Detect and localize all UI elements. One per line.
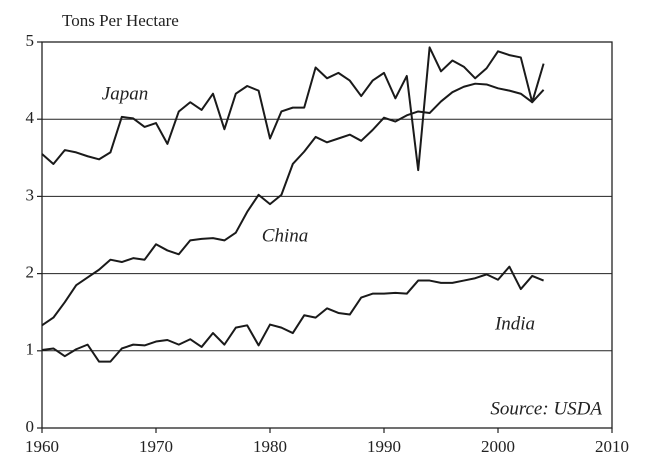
x-tick-label: 1960	[25, 437, 59, 456]
y-axis-label: Tons Per Hectare	[62, 11, 179, 30]
x-tick-label: 1990	[367, 437, 401, 456]
annotation: Source: USDA	[490, 398, 602, 419]
x-tick-label: 2000	[481, 437, 515, 456]
series-line	[41, 265, 544, 363]
series-label: India	[494, 313, 535, 334]
y-tick-label: 0	[26, 417, 35, 436]
x-tick-label: 2010	[595, 437, 629, 456]
series-label: China	[262, 225, 308, 246]
y-tick-label: 3	[26, 185, 35, 204]
series-line	[41, 46, 545, 172]
y-tick-label: 1	[26, 340, 35, 359]
y-tick-label: 5	[26, 31, 35, 50]
y-tick-label: 2	[26, 263, 35, 282]
x-tick-label: 1980	[253, 437, 287, 456]
series-label: Japan	[102, 83, 148, 104]
series-line	[41, 82, 545, 327]
y-tick-label: 4	[26, 108, 35, 127]
plot-frame	[41, 41, 613, 429]
x-tick-label: 1970	[139, 437, 173, 456]
